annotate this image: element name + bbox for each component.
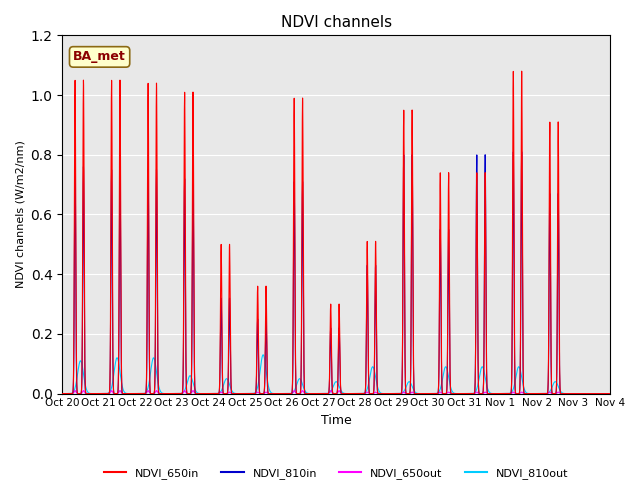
X-axis label: Time: Time (321, 414, 351, 427)
Y-axis label: NDVI channels (W/m2/nm): NDVI channels (W/m2/nm) (15, 141, 25, 288)
Text: BA_met: BA_met (73, 50, 126, 63)
Legend: NDVI_650in, NDVI_810in, NDVI_650out, NDVI_810out: NDVI_650in, NDVI_810in, NDVI_650out, NDV… (99, 464, 573, 480)
Title: NDVI channels: NDVI channels (280, 15, 392, 30)
